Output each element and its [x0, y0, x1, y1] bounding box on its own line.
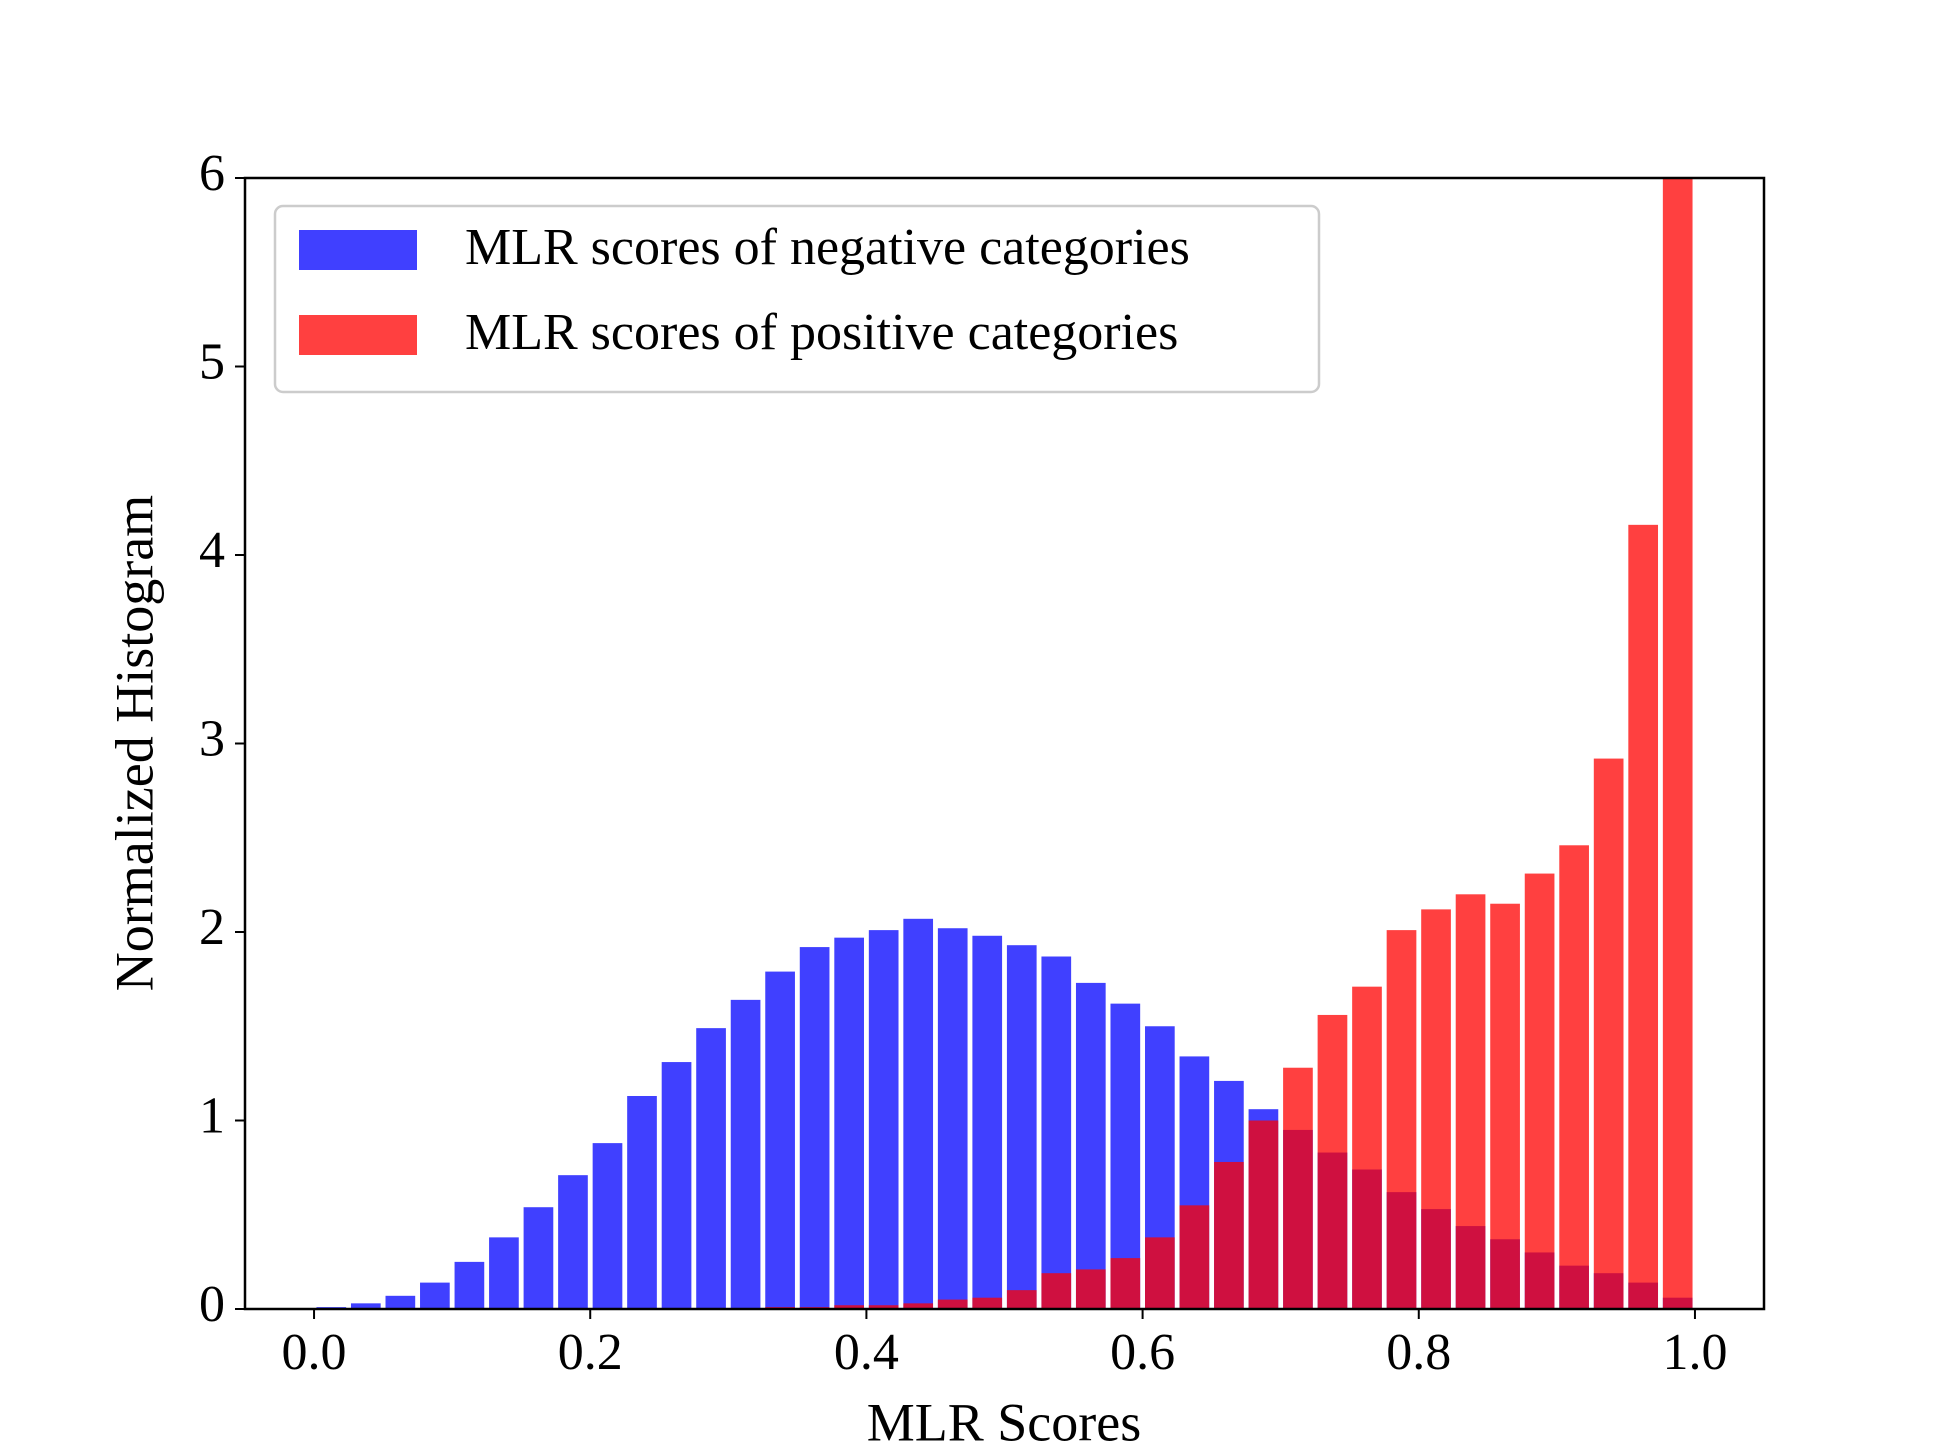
bar	[1041, 956, 1072, 1309]
bar	[523, 1207, 554, 1309]
bar	[1283, 1067, 1313, 1309]
bar	[1386, 930, 1417, 1309]
bar	[903, 918, 934, 1309]
bar	[730, 999, 761, 1309]
y-tick-label: 5	[199, 333, 225, 390]
bar	[1490, 903, 1520, 1309]
bar	[903, 1303, 934, 1309]
bar	[1524, 873, 1555, 1309]
x-tick-label: 0.8	[1386, 1324, 1451, 1381]
bar	[1628, 524, 1659, 1309]
bar	[489, 1237, 519, 1309]
bar	[1075, 1269, 1106, 1309]
bar	[972, 935, 1003, 1309]
legend-label: MLR scores of positive categories	[465, 304, 1178, 361]
bar	[1248, 1120, 1279, 1309]
y-tick-label: 2	[199, 899, 225, 956]
bar	[868, 930, 899, 1309]
bar	[1593, 758, 1624, 1309]
bar	[937, 928, 968, 1309]
x-axis-label: MLR Scores	[867, 1392, 1141, 1452]
bar	[385, 1295, 416, 1309]
bar	[1179, 1205, 1210, 1309]
legend-swatch	[299, 315, 417, 355]
x-tick-label: 0.0	[282, 1324, 347, 1381]
y-axis-label: Normalized Histogram	[104, 495, 164, 991]
bar	[558, 1175, 588, 1309]
x-tick-label: 1.0	[1662, 1324, 1727, 1381]
bar	[1559, 845, 1589, 1309]
bar	[1006, 1290, 1037, 1309]
bar	[592, 1143, 623, 1309]
y-tick-label: 4	[199, 522, 225, 579]
bar	[1455, 894, 1486, 1309]
bars	[316, 178, 1693, 1309]
bar	[868, 1305, 899, 1309]
bar	[765, 971, 795, 1309]
bar	[834, 1305, 864, 1309]
y-tick-label: 1	[199, 1087, 225, 1144]
bar	[1041, 1273, 1072, 1309]
bar	[834, 937, 864, 1309]
legend-box	[273, 204, 1321, 394]
bar	[350, 1303, 381, 1309]
bar	[454, 1261, 485, 1309]
bar	[1317, 1014, 1348, 1309]
bar	[1006, 945, 1037, 1309]
bar	[1352, 986, 1382, 1309]
bar	[1145, 1237, 1175, 1309]
legend: MLR scores of negative categories MLR sco…	[273, 204, 1321, 394]
legend-label: MLR scores of negative categories	[465, 219, 1190, 276]
bar	[1110, 1258, 1141, 1309]
bar	[1214, 1161, 1244, 1309]
x-tick-label: 0.4	[834, 1324, 899, 1381]
y-tick-label: 0	[199, 1276, 225, 1333]
y-tick-label: 6	[199, 145, 225, 202]
legend-swatch	[299, 230, 417, 270]
bar	[972, 1297, 1003, 1309]
bar	[696, 1028, 726, 1309]
bar	[661, 1062, 692, 1309]
bar	[1075, 982, 1106, 1309]
bar	[1421, 909, 1451, 1309]
x-tick-label: 0.6	[1110, 1324, 1175, 1381]
bar	[799, 947, 830, 1309]
x-tick-label: 0.2	[558, 1324, 623, 1381]
y-tick-label: 3	[199, 710, 225, 767]
bar	[627, 1095, 657, 1309]
bar	[1662, 178, 1693, 1309]
bar	[937, 1299, 968, 1309]
bar	[420, 1282, 450, 1309]
